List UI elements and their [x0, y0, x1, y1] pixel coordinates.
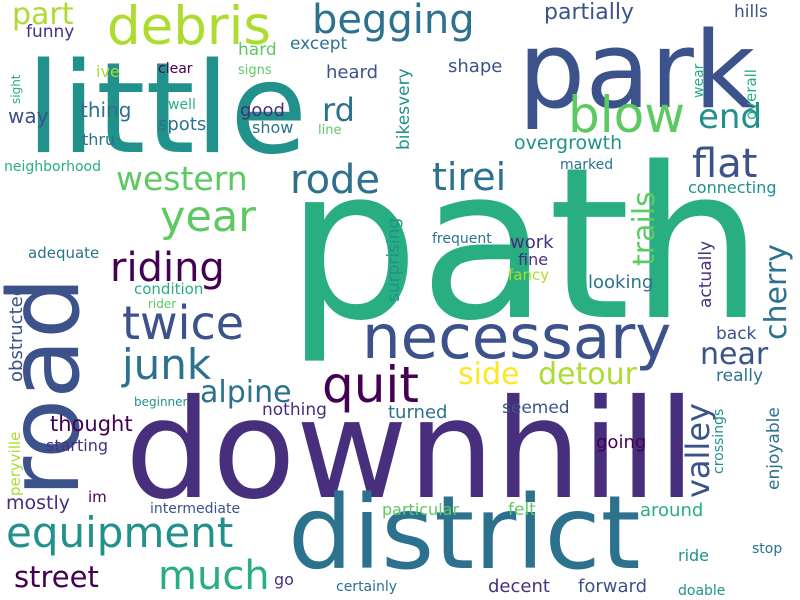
word-seemed: seemed: [502, 398, 570, 418]
word-crossings: crossings: [711, 408, 727, 474]
word-condition: condition: [134, 280, 204, 298]
word-street: street: [14, 560, 99, 594]
word-starting: starting: [46, 436, 109, 455]
word-surprising: surprising: [384, 217, 404, 302]
word-fine: fine: [518, 250, 549, 269]
word-looking: looking: [588, 272, 654, 293]
word-intermediate: intermediate: [150, 501, 241, 517]
word-blow: blow: [568, 86, 686, 144]
word-sight: sight: [9, 74, 23, 104]
word-ride: ride: [678, 546, 710, 565]
word-junk: junk: [122, 340, 212, 389]
word-end: end: [698, 97, 763, 137]
word-spots: spots: [158, 114, 207, 135]
word-im: im: [88, 488, 107, 506]
word-downhill: downhill: [125, 371, 696, 530]
word-fancy: fancy: [508, 266, 550, 284]
word-going: going: [596, 432, 647, 453]
word-partially: partially: [544, 0, 634, 25]
word-overgrowth: overgrowth: [514, 132, 623, 154]
word-part: part: [12, 0, 74, 32]
word-little: little: [26, 35, 308, 182]
word-trails: trails: [627, 191, 662, 266]
word-stop: stop: [752, 541, 783, 557]
word-doable: doable: [678, 583, 726, 599]
word-way: way: [8, 104, 49, 128]
word-obstructed: obstructed: [6, 284, 27, 382]
word-show: show: [252, 118, 294, 137]
word-felt: felt: [508, 500, 536, 520]
word-begging: begging: [312, 0, 475, 43]
word-back: back: [716, 324, 757, 344]
word-quit: quit: [322, 356, 419, 414]
word-path: path: [286, 122, 764, 367]
word-valley: valley: [679, 403, 717, 498]
word-rd: rd: [322, 91, 355, 129]
word-detour: detour: [538, 357, 637, 392]
word-except: except: [290, 34, 348, 54]
word-necessary: necessary: [362, 302, 672, 373]
word-turned: turned: [388, 402, 448, 423]
word-adequate: adequate: [28, 244, 100, 262]
word-neighborhood: neighborhood: [4, 159, 101, 175]
word-particular: particular: [382, 500, 460, 519]
word-go: go: [274, 570, 294, 589]
word-much: much: [158, 553, 270, 599]
word-bikesvery: bikesvery: [394, 68, 414, 150]
word-marked: marked: [560, 157, 614, 173]
word-western: western: [116, 159, 248, 198]
word-work: work: [510, 232, 554, 253]
word-twice: twice: [122, 296, 245, 350]
word-debris: debris: [107, 0, 272, 57]
word-frequent: frequent: [432, 231, 492, 247]
word-rider: rider: [148, 297, 177, 311]
word-year: year: [160, 192, 256, 242]
word-really: really: [716, 366, 763, 386]
word-around: around: [640, 500, 704, 521]
word-well: well: [168, 97, 196, 113]
word-ive: ive: [96, 62, 120, 81]
word-overall: overall: [742, 69, 760, 120]
word-line: line: [318, 123, 342, 138]
word-enjoyable: enjoyable: [764, 407, 784, 490]
word-equipment: equipment: [6, 508, 234, 557]
word-thing: thing: [80, 98, 132, 122]
word-thought: thought: [50, 412, 133, 436]
word-rode: rode: [290, 157, 381, 203]
word-hard: hard: [238, 40, 277, 60]
word-park: park: [518, 9, 756, 132]
word-forward: forward: [578, 576, 648, 597]
word-connecting: connecting: [688, 178, 777, 197]
word-mostly: mostly: [6, 492, 71, 514]
word-thru: thru: [82, 130, 116, 149]
word-heard: heard: [326, 62, 379, 83]
word-nothing: nothing: [262, 400, 327, 420]
word-funny: funny: [26, 22, 75, 42]
word-actually: actually: [696, 240, 716, 308]
word-good: good: [240, 100, 285, 121]
word-hills: hills: [734, 2, 768, 22]
word-district: district: [288, 474, 641, 593]
word-certainly: certainly: [336, 579, 398, 595]
word-beginner: beginner: [134, 395, 188, 409]
word-shape: shape: [448, 56, 503, 77]
word-near: near: [700, 337, 769, 372]
word-peryville: peryville: [6, 431, 24, 496]
word-signs: signs: [238, 63, 272, 78]
word-side: side: [458, 357, 520, 392]
word-cherry: cherry: [759, 244, 794, 340]
word-wear: wear: [691, 63, 707, 98]
word-decent: decent: [488, 576, 550, 597]
word-riding: riding: [110, 245, 225, 291]
word-flat: flat: [692, 141, 758, 187]
word-alpine: alpine: [200, 375, 292, 410]
word-clear: clear: [158, 61, 193, 77]
word-tirei: tirei: [432, 155, 507, 199]
